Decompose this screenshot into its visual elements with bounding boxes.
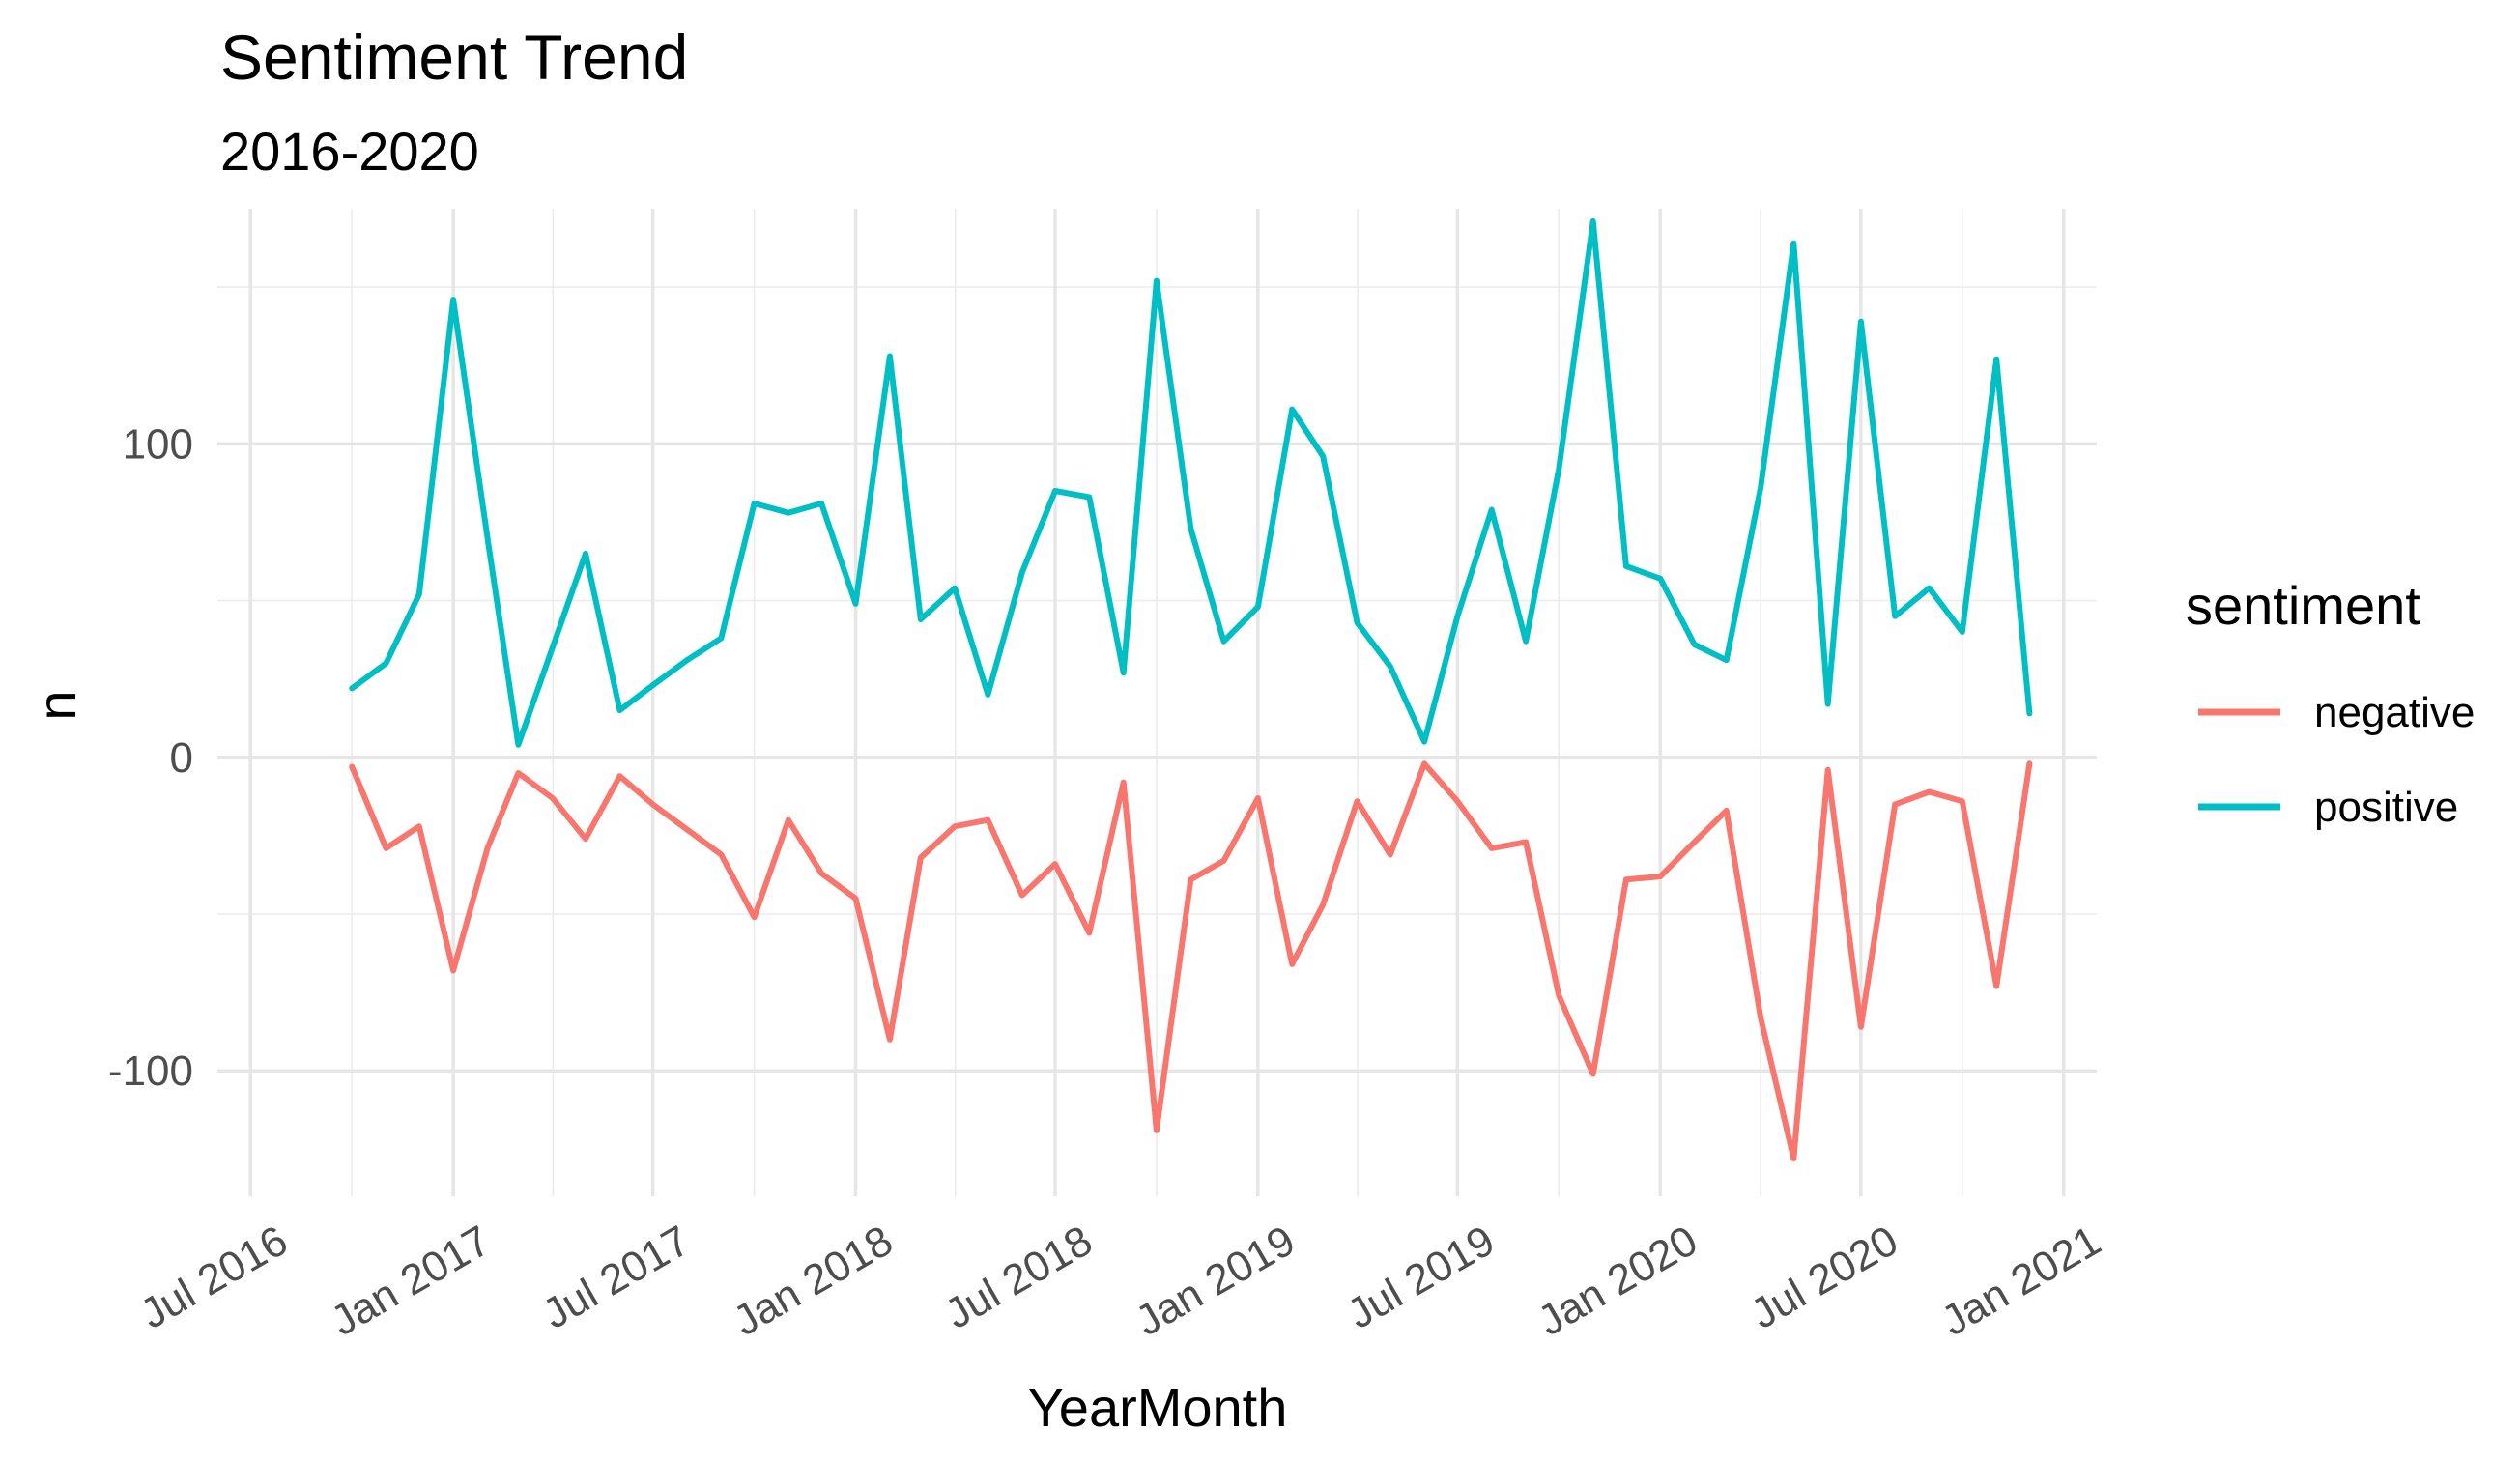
series-line-positive (349, 218, 2033, 748)
x-tick-label: Jul 2019 (1339, 1217, 1503, 1338)
x-tick-label: Jul 2016 (132, 1217, 296, 1338)
series-line-negative (349, 760, 2033, 1162)
x-tick-label: Jan 2020 (1531, 1217, 1705, 1345)
x-tick-labels: Jul 2016 Jan 2017 Jul 2017 Jan 2018 Jul 2018… (132, 1217, 2108, 1345)
x-tick-label: Jan 2017 (323, 1217, 498, 1345)
y-tick-label: 0 (170, 734, 193, 782)
x-tick-label: Jul 2020 (1743, 1217, 1906, 1338)
series-lines (349, 218, 2033, 1162)
x-tick-label: Jan 2019 (1128, 1217, 1303, 1345)
legend: sentiment negative positive (2186, 575, 2475, 831)
x-axis-title: YearMonth (1028, 1377, 1288, 1438)
y-tick-labels: 100 0 -100 (108, 420, 193, 1095)
legend-label-negative: negative (2314, 689, 2475, 736)
legend-items: negative positive (2198, 689, 2475, 831)
chart-title: Sentiment Trend (220, 21, 688, 93)
legend-title: sentiment (2186, 575, 2420, 636)
x-tick-label: Jul 2017 (535, 1217, 699, 1338)
x-tick-label: Jan 2018 (726, 1217, 901, 1345)
y-axis-title: n (26, 690, 87, 720)
legend-label-positive: positive (2314, 784, 2458, 831)
x-tick-label: Jul 2018 (937, 1217, 1101, 1338)
y-tick-label: -100 (108, 1047, 193, 1095)
x-tick-label: Jan 2021 (1933, 1217, 2108, 1345)
grid-lines (217, 209, 2097, 1196)
y-tick-label: 100 (123, 420, 193, 468)
chart-subtitle: 2016-2020 (220, 121, 479, 182)
